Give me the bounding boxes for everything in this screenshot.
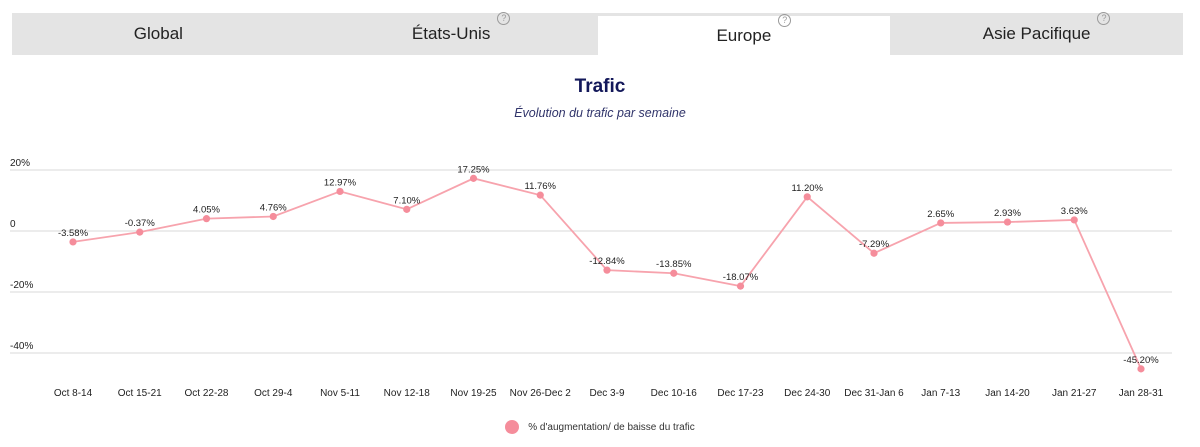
x-tick-label: Dec 17-23	[717, 388, 764, 399]
help-icon[interactable]: ?	[1097, 12, 1111, 25]
data-label: -13.85%	[656, 259, 692, 270]
data-point	[1070, 216, 1078, 224]
data-point	[670, 269, 678, 277]
data-point	[536, 191, 544, 199]
x-tick-label: Nov 26-Dec 2	[510, 388, 572, 399]
data-point	[870, 249, 878, 257]
legend-label: % d'augmentation/ de baisse du trafic	[528, 421, 695, 433]
help-icon[interactable]: ?	[778, 13, 792, 27]
data-label: 3.63%	[1061, 206, 1088, 217]
data-label: 7.10%	[393, 195, 420, 206]
data-point	[1003, 218, 1012, 226]
data-label: 2.93%	[994, 208, 1021, 219]
legend-marker-icon	[505, 420, 520, 434]
y-tick-label: 20%	[10, 158, 30, 169]
data-point	[336, 187, 344, 196]
x-tick-label: Jan 21-27	[1052, 388, 1097, 399]
x-tick-label: Nov 19-25	[450, 388, 497, 399]
help-icon[interactable]: ?	[497, 12, 511, 25]
tab-europe[interactable]: Europe?	[597, 13, 891, 55]
tab-global-label: Global	[133, 24, 183, 43]
chart-subtitle: Évolution du trafic par semaine	[514, 106, 686, 120]
data-point	[937, 219, 945, 227]
data-point	[136, 228, 144, 236]
data-label: 17.25%	[457, 164, 490, 175]
x-tick-label: Dec 3-9	[589, 388, 624, 399]
data-label: 2.65%	[927, 209, 954, 220]
x-tick-label: Nov 5-11	[320, 388, 360, 399]
data-point	[269, 212, 277, 221]
x-tick-label: Dec 10-16	[651, 388, 698, 399]
tab-europe-label: Europe	[716, 25, 772, 45]
data-point	[69, 238, 77, 246]
data-point	[603, 266, 611, 274]
tab-asie-pacifique[interactable]: Asie Pacifique?	[890, 12, 1183, 55]
region-tabs: Global États-Unis? Europe? Asie Pacifiqu…	[12, 12, 1183, 55]
x-tick-label: Jan 14-20	[985, 388, 1030, 399]
x-tick-label: Oct 8-14	[54, 388, 93, 399]
tab-etats-unis[interactable]: États-Unis?	[304, 12, 598, 55]
data-label: -7.29%	[859, 239, 890, 250]
tab-global[interactable]: Global	[12, 13, 305, 55]
y-tick-label: 0	[10, 219, 16, 230]
data-label: -12.84%	[589, 256, 625, 267]
data-point	[403, 205, 411, 213]
data-label: -0.37%	[125, 218, 156, 229]
data-point	[1137, 365, 1145, 373]
data-label: -45.20%	[1123, 355, 1159, 366]
data-label: 11.76%	[524, 181, 556, 192]
x-tick-label: Oct 22-28	[185, 388, 229, 399]
data-label: 4.05%	[193, 205, 220, 216]
data-point	[736, 282, 745, 290]
x-tick-label: Oct 29-4	[254, 388, 293, 399]
tab-etats-unis-label: États-Unis	[411, 24, 491, 43]
data-label: 12.97%	[324, 177, 357, 188]
data-label: -18.07%	[723, 272, 759, 283]
x-tick-label: Oct 15-21	[118, 388, 162, 399]
x-tick-label: Dec 31-Jan 6	[844, 388, 904, 399]
y-tick-label: -40%	[10, 341, 33, 352]
tab-asie-pacifique-label: Asie Pacifique	[982, 24, 1091, 43]
x-tick-label: Dec 24-30	[784, 388, 831, 399]
data-label: 4.76%	[260, 202, 287, 213]
chart-legend[interactable]: % d'augmentation/ de baisse du trafic	[0, 420, 1200, 434]
data-label: -3.58%	[58, 228, 89, 239]
x-tick-label: Jan 7-13	[921, 388, 960, 399]
data-point	[803, 193, 811, 201]
data-point	[202, 215, 211, 223]
x-tick-label: Nov 12-18	[384, 388, 431, 399]
data-point	[469, 174, 478, 182]
x-tick-label: Jan 28-31	[1119, 388, 1164, 399]
chart-title: Trafic	[574, 76, 626, 97]
y-tick-label: -20%	[10, 280, 33, 291]
data-label: 11.20%	[791, 183, 823, 194]
